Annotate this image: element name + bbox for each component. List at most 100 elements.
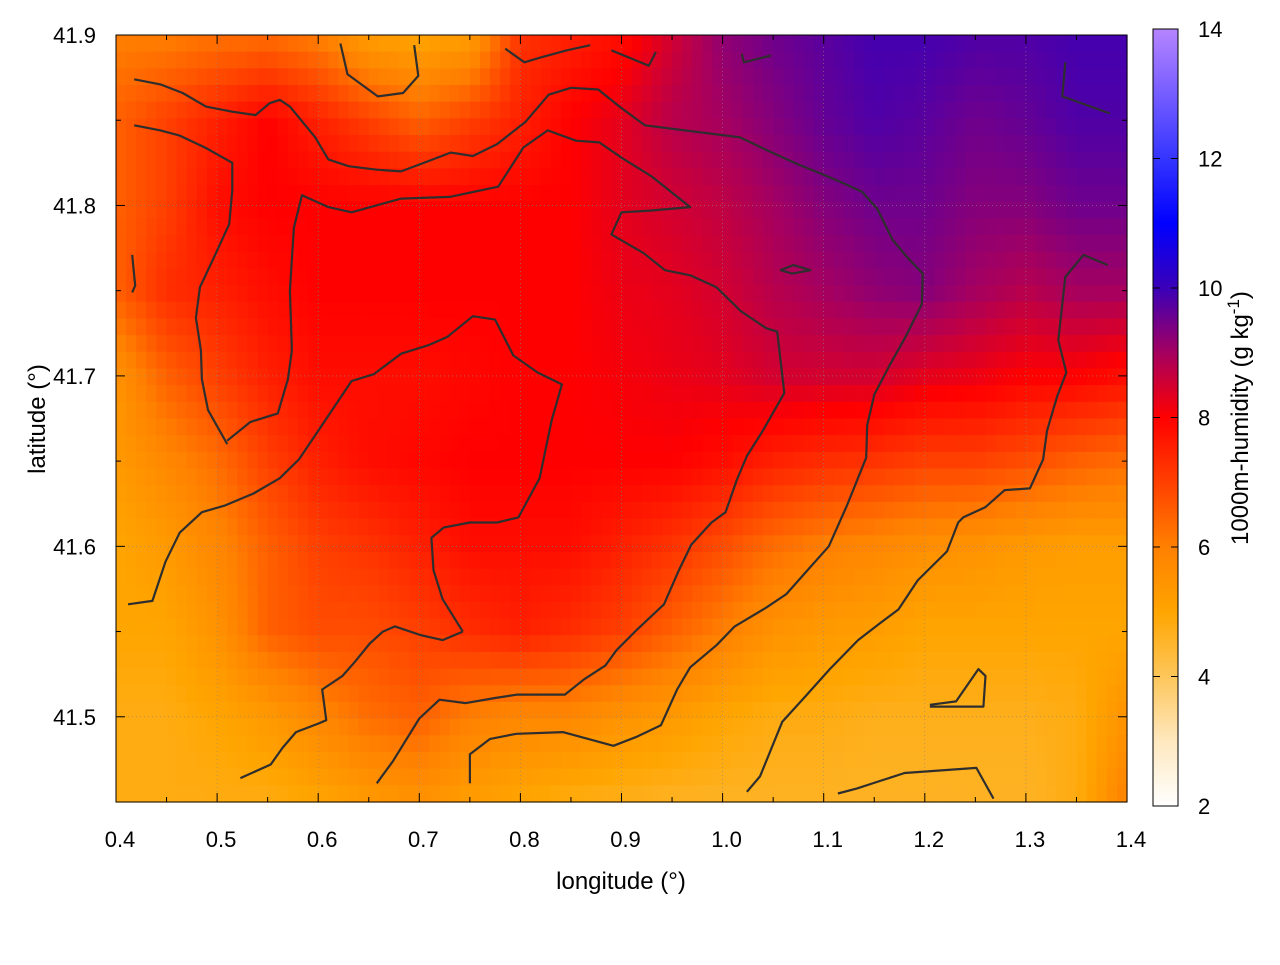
heatmap-cell xyxy=(166,551,178,570)
heatmap-cell xyxy=(570,168,582,186)
heatmap-cell xyxy=(530,451,542,470)
heatmap-cell xyxy=(823,35,835,53)
heatmap-cell xyxy=(854,518,865,536)
heatmap-cell xyxy=(1036,185,1047,203)
heatmap-cell xyxy=(1116,218,1128,236)
heatmap-cell xyxy=(429,651,441,670)
heatmap-cell xyxy=(166,435,178,453)
heatmap-cell xyxy=(1096,401,1108,420)
heatmap-cell xyxy=(277,101,289,119)
heatmap-cell xyxy=(560,168,572,186)
heatmap-cell xyxy=(570,185,582,203)
heatmap-cell xyxy=(136,701,147,720)
heatmap-cell xyxy=(237,135,249,153)
heatmap-cell xyxy=(1025,251,1037,270)
heatmap-cell xyxy=(247,285,259,303)
heatmap-cell xyxy=(419,135,431,153)
heatmap-cell xyxy=(490,785,501,803)
heatmap-cell xyxy=(884,268,896,286)
heatmap-cell xyxy=(479,168,491,186)
heatmap-cell xyxy=(308,51,319,69)
heatmap-cell xyxy=(631,385,643,403)
heatmap-cell xyxy=(884,35,896,53)
heatmap-cell xyxy=(510,635,521,653)
heatmap-cell xyxy=(763,585,774,603)
heatmap-cell xyxy=(287,735,299,753)
heatmap-cell xyxy=(1066,335,1078,353)
contour-line xyxy=(226,129,786,784)
heatmap-cell xyxy=(146,551,158,570)
heatmap-cell xyxy=(560,768,572,786)
heatmap-cell xyxy=(722,535,734,553)
heatmap-cell xyxy=(338,651,350,670)
heatmap-cell xyxy=(773,51,784,69)
heatmap-cell xyxy=(773,785,784,803)
heatmap-cell xyxy=(176,651,188,670)
heatmap-cell xyxy=(965,401,976,420)
heatmap-cell xyxy=(924,35,936,53)
heatmap-cell xyxy=(1025,735,1037,753)
heatmap-cell xyxy=(1056,785,1067,803)
heatmap-cell xyxy=(176,185,188,203)
heatmap-cell xyxy=(793,735,805,753)
heatmap-cell xyxy=(894,618,906,636)
heatmap-cell xyxy=(399,401,410,420)
heatmap-cell xyxy=(338,168,350,186)
heatmap-cell xyxy=(126,685,137,703)
heatmap-cell xyxy=(843,668,855,686)
heatmap-cell xyxy=(399,335,410,353)
heatmap-cell xyxy=(510,218,521,236)
heatmap-cell xyxy=(388,718,400,736)
heatmap-cell xyxy=(823,135,835,153)
heatmap-cell xyxy=(439,501,451,520)
heatmap-cell xyxy=(611,268,623,286)
heatmap-cell xyxy=(1036,768,1047,786)
heatmap-cell xyxy=(1066,185,1078,203)
heatmap-cell xyxy=(257,568,269,586)
heatmap-cell xyxy=(783,135,794,153)
heatmap-cell xyxy=(570,335,582,353)
heatmap-cell xyxy=(146,135,158,153)
heatmap-cell xyxy=(874,168,885,186)
heatmap-cell xyxy=(854,118,865,136)
heatmap-cell xyxy=(388,435,400,453)
heatmap-cell xyxy=(682,218,693,236)
heatmap-cell xyxy=(520,635,532,653)
heatmap-cell xyxy=(166,318,178,336)
heatmap-cell xyxy=(934,35,946,53)
heatmap-cell xyxy=(1005,768,1017,786)
heatmap-cell xyxy=(803,485,815,503)
heatmap-cell xyxy=(156,451,168,470)
heatmap-cell xyxy=(591,701,602,720)
heatmap-cell xyxy=(500,318,511,336)
heatmap-cell xyxy=(884,601,896,620)
heatmap-cell xyxy=(318,85,329,103)
heatmap-cell xyxy=(783,451,794,470)
heatmap-cell xyxy=(217,435,228,453)
heatmap-cell xyxy=(196,201,208,220)
heatmap-cell xyxy=(752,251,764,270)
heatmap-cell xyxy=(1116,585,1128,603)
heatmap-cell xyxy=(116,551,127,570)
heatmap-cell xyxy=(914,385,926,403)
heatmap-cell xyxy=(934,768,946,786)
heatmap-cell xyxy=(490,285,501,303)
heatmap-cell xyxy=(176,301,188,320)
heatmap-cell xyxy=(712,318,724,336)
heatmap-cell xyxy=(439,218,451,236)
heatmap-cell xyxy=(419,485,431,503)
heatmap-cell xyxy=(490,685,501,703)
heatmap-cell xyxy=(116,735,127,753)
heatmap-cell xyxy=(237,668,249,686)
heatmap-cell xyxy=(267,418,279,436)
heatmap-cell xyxy=(1046,35,1057,53)
heatmap-cell xyxy=(621,318,633,336)
heatmap-cell xyxy=(833,585,845,603)
heatmap-cell xyxy=(560,701,572,720)
heatmap-cell xyxy=(1076,651,1088,670)
heatmap-cell xyxy=(490,301,501,320)
heatmap-cell xyxy=(206,51,218,69)
heatmap-cell xyxy=(752,235,764,253)
heatmap-cell xyxy=(490,651,501,670)
heatmap-cell xyxy=(196,585,208,603)
